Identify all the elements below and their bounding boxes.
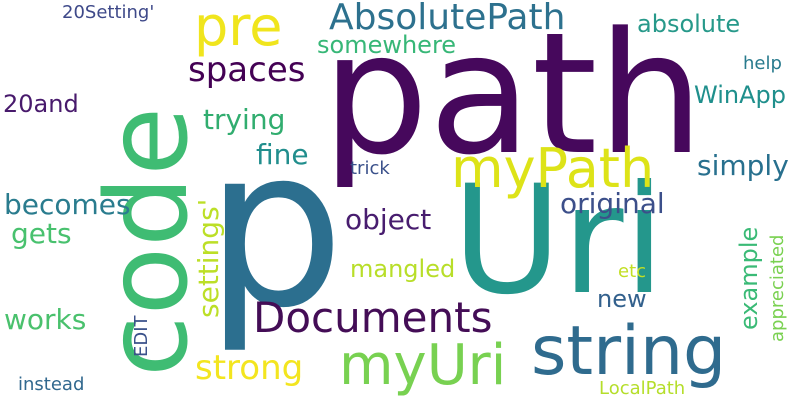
word-new: new <box>597 285 647 313</box>
word-works: works <box>4 303 87 336</box>
word-appreciated: appreciated <box>767 234 788 342</box>
word-simply: simply <box>697 149 789 182</box>
word-settings: settings' <box>192 198 225 318</box>
word-instead: instead <box>18 374 85 395</box>
word-help: help <box>743 53 782 74</box>
word-becomes: becomes <box>4 188 131 221</box>
word-mypath: myPath <box>451 137 655 200</box>
word-trying: trying <box>203 103 286 136</box>
word-string: string <box>531 312 727 391</box>
word-gets: gets <box>11 217 72 250</box>
word-strong: strong <box>195 348 304 388</box>
word-spaces: spaces <box>188 50 306 90</box>
word-absolute: absolute <box>637 10 741 38</box>
word-uri: Uri <box>452 154 666 328</box>
word-mangled: mangled <box>350 255 456 283</box>
word-pre: pre <box>194 0 283 58</box>
word-p: p <box>205 100 345 356</box>
word-documents: Documents <box>253 293 493 342</box>
word-edit: EDIT <box>131 315 152 357</box>
word-absolutepath: AbsolutePath <box>329 0 566 38</box>
word-original: original <box>560 187 665 220</box>
word-winapp: WinApp <box>694 81 786 109</box>
word-etc: etc <box>618 261 647 282</box>
word-20and: 20and <box>3 90 79 118</box>
word-somewhere: somewhere <box>317 31 457 59</box>
word-myuri: myUri <box>339 333 507 398</box>
word-fine: fine <box>256 138 309 171</box>
word-20setting: 20Setting' <box>62 2 155 23</box>
word-localpath: LocalPath <box>599 378 686 399</box>
word-path: path <box>322 0 704 192</box>
word-trick: trick <box>350 158 390 179</box>
word-object: object <box>345 203 432 236</box>
word-example: example <box>735 226 763 330</box>
